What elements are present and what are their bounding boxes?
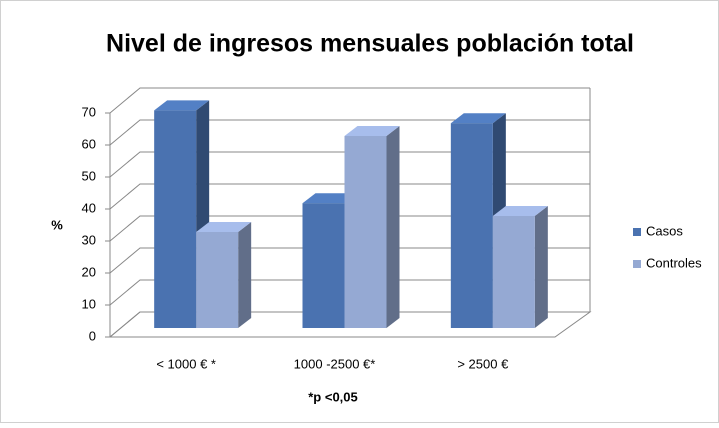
bar-front bbox=[492, 216, 535, 328]
bar-top bbox=[196, 222, 252, 232]
bar-front bbox=[196, 232, 239, 328]
bar-top bbox=[154, 100, 210, 111]
bar-top bbox=[344, 126, 400, 136]
bar-side bbox=[386, 126, 400, 328]
grid-line bbox=[109, 215, 590, 242]
bar-side bbox=[534, 206, 548, 328]
grid-line bbox=[109, 311, 590, 338]
x-tick-label: < 1000 € * bbox=[156, 356, 216, 371]
x-tick-label: 1000 -2500 €* bbox=[294, 356, 376, 371]
legend-label: Controles bbox=[646, 255, 702, 270]
bar bbox=[344, 126, 400, 328]
bar-top bbox=[492, 206, 548, 216]
grid-line bbox=[109, 119, 590, 146]
y-tick-label: 60 bbox=[82, 136, 96, 151]
y-tick-label: 50 bbox=[82, 168, 96, 183]
y-axis-label: % bbox=[51, 217, 63, 232]
y-tick-label: 40 bbox=[82, 200, 96, 215]
legend-swatch bbox=[633, 260, 641, 268]
bar-front bbox=[450, 123, 493, 328]
y-tick-label: 10 bbox=[82, 296, 96, 311]
bar bbox=[196, 222, 252, 328]
bar-front bbox=[302, 203, 345, 328]
y-tick-label: 70 bbox=[82, 104, 96, 119]
grid-line bbox=[109, 87, 590, 114]
bar-top bbox=[450, 113, 506, 124]
legend-swatch bbox=[633, 228, 641, 236]
y-tick-label: 20 bbox=[82, 264, 96, 279]
bar-top bbox=[302, 193, 358, 204]
x-tick-label: > 2500 € bbox=[457, 356, 509, 371]
y-tick-label: 0 bbox=[89, 328, 96, 343]
bar-side bbox=[238, 222, 252, 328]
bar bbox=[492, 206, 548, 328]
grid-line bbox=[109, 279, 590, 306]
bar-front bbox=[344, 136, 387, 328]
chart-title: Nivel de ingresos mensuales población to… bbox=[106, 30, 634, 58]
grid-line bbox=[109, 183, 590, 210]
grid-line bbox=[109, 247, 590, 274]
footnote: *p <0,05 bbox=[308, 389, 358, 404]
bar-front bbox=[154, 110, 197, 329]
grid-line bbox=[109, 151, 590, 178]
legend-label: Casos bbox=[646, 223, 683, 238]
y-tick-label: 30 bbox=[82, 232, 96, 247]
